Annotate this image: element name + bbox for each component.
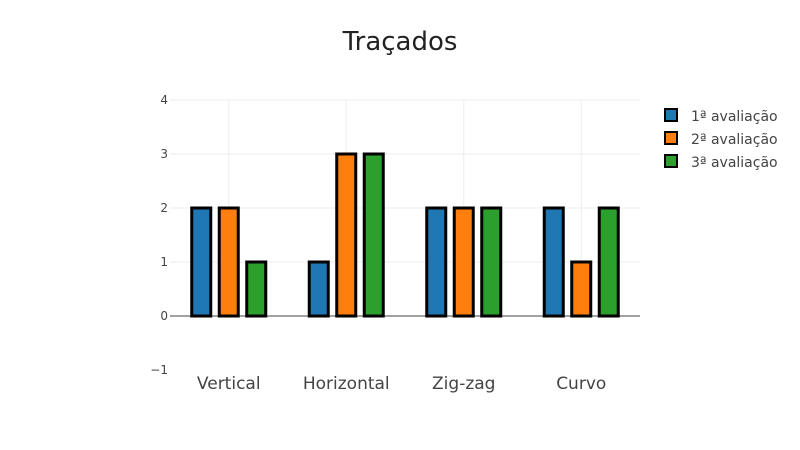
bar[interactable] (480, 206, 503, 318)
x-tick-label: Vertical (197, 374, 261, 394)
y-axis-ticks: −1 0 1 2 3 4 (150, 93, 168, 377)
bar[interactable] (570, 260, 593, 318)
bar[interactable] (362, 152, 385, 318)
y-tick-label: 4 (160, 93, 168, 107)
legend-swatch[interactable] (664, 108, 678, 122)
legend[interactable]: 1ª avaliação 2ª avaliação 3ª avaliação (664, 108, 778, 171)
x-axis-ticks: Vertical Horizontal Zig-zag Curvo (197, 374, 606, 394)
bar[interactable] (335, 152, 358, 318)
bars (190, 152, 620, 318)
y-tick-label: 0 (160, 309, 168, 323)
legend-label[interactable]: 3ª avaliação (691, 155, 778, 171)
gridlines (170, 99, 640, 317)
y-tick-label: −1 (150, 363, 168, 377)
bar[interactable] (597, 206, 620, 318)
x-tick-label: Curvo (556, 374, 606, 394)
x-tick-label: Zig-zag (432, 374, 495, 394)
legend-swatch[interactable] (664, 131, 678, 145)
chart-title: Traçados (342, 27, 458, 57)
bar[interactable] (190, 206, 213, 318)
bar[interactable] (245, 260, 268, 318)
bar[interactable] (307, 260, 330, 318)
y-tick-label: 3 (160, 147, 168, 161)
legend-swatch[interactable] (664, 154, 678, 168)
legend-label[interactable]: 2ª avaliação (691, 132, 778, 148)
bar[interactable] (217, 206, 240, 318)
bar[interactable] (542, 206, 565, 318)
y-tick-label: 2 (160, 201, 168, 215)
bar[interactable] (425, 206, 448, 318)
bar[interactable] (452, 206, 475, 318)
y-tick-label: 1 (160, 255, 168, 269)
x-tick-label: Horizontal (303, 374, 390, 394)
legend-label[interactable]: 1ª avaliação (691, 109, 778, 125)
